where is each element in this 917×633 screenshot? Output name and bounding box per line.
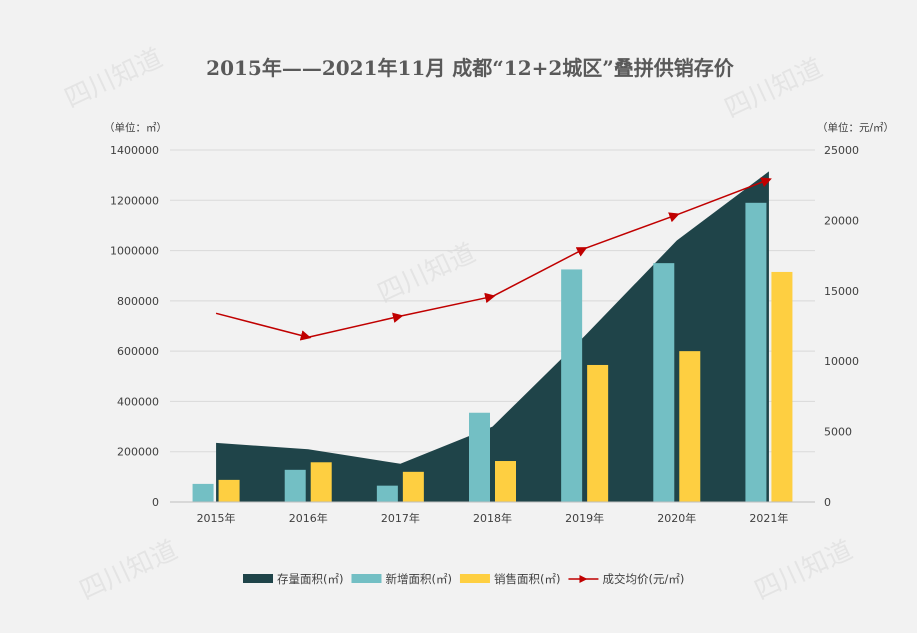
x-tick-label: 2019年 xyxy=(565,511,604,525)
right-tick-label: 25000 xyxy=(824,144,859,157)
right-tick-label: 15000 xyxy=(824,285,859,298)
stock-area xyxy=(216,171,769,502)
legend-label: 成交均价(元/㎡) xyxy=(602,572,684,586)
legend-swatch-arrow xyxy=(579,575,588,583)
price-line-segment xyxy=(676,177,772,216)
axes: 0200000400000600000800000100000012000001… xyxy=(110,144,859,525)
left-tick-label: 1000000 xyxy=(110,245,159,258)
price-line-segment xyxy=(584,212,680,250)
new-area-bar xyxy=(192,483,214,502)
price-line-segment xyxy=(215,312,312,341)
left-tick-label: 200000 xyxy=(117,446,159,459)
right-tick-label: 5000 xyxy=(824,426,852,439)
watermark-text: 四川知道 xyxy=(750,535,857,606)
chart-title: 2015年——2021年11月 成都“12+2城区”叠拼供销存价 xyxy=(206,56,735,80)
left-tick-label: 600000 xyxy=(117,345,159,358)
new-area-bar xyxy=(469,412,490,502)
left-tick-label: 1200000 xyxy=(110,194,159,207)
legend: 存量面积(㎡) 新增面积(㎡) 销售面积(㎡) 成交均价(元/㎡) xyxy=(243,572,684,586)
left-tick-label: 0 xyxy=(152,496,159,509)
price-line-segment xyxy=(308,312,404,338)
x-tick-label: 2018年 xyxy=(473,511,512,525)
watermark-text: 四川知道 xyxy=(75,535,182,606)
sales-area-bar xyxy=(771,271,793,502)
watermark-text: 四川知道 xyxy=(720,53,827,124)
sales-area-bar xyxy=(587,364,609,502)
legend-label: 存量面积(㎡) xyxy=(277,572,343,586)
stock-area-series xyxy=(216,171,769,502)
new-area-bar xyxy=(561,269,583,502)
watermark-text: 四川知道 xyxy=(373,238,480,309)
price-line-series xyxy=(215,177,772,341)
price-line-segment xyxy=(492,247,588,298)
bar-series xyxy=(192,202,793,503)
watermark-text: 四川知道 xyxy=(60,43,167,114)
sales-area-bar xyxy=(310,462,332,502)
sales-area-bar xyxy=(402,471,424,502)
x-tick-label: 2017年 xyxy=(381,511,420,525)
x-tick-label: 2015年 xyxy=(197,511,236,525)
legend-swatch xyxy=(351,574,382,583)
left-tick-label: 800000 xyxy=(117,295,159,308)
new-area-bar xyxy=(653,263,675,502)
legend-label: 新增面积(㎡) xyxy=(385,572,451,586)
right-tick-label: 10000 xyxy=(824,355,859,368)
sales-area-bar xyxy=(218,479,240,502)
legend-swatch xyxy=(243,574,273,583)
legend-label: 销售面积(㎡) xyxy=(494,572,560,586)
sales-area-bar xyxy=(679,351,701,502)
sales-area-bar xyxy=(495,461,516,502)
right-tick-label: 20000 xyxy=(824,214,859,227)
new-area-bar xyxy=(376,485,398,502)
legend-swatch xyxy=(459,574,490,583)
price-line-segment xyxy=(400,292,496,317)
left-axis-unit: （单位：㎡） xyxy=(104,121,167,134)
right-axis-unit: （单位：元/㎡） xyxy=(817,121,894,134)
x-tick-label: 2021年 xyxy=(749,511,788,525)
new-area-bar xyxy=(284,469,306,502)
right-tick-label: 0 xyxy=(824,496,831,509)
x-tick-label: 2020年 xyxy=(657,511,696,525)
new-area-bar xyxy=(745,202,767,503)
x-tick-label: 2016年 xyxy=(289,511,328,525)
left-tick-label: 1400000 xyxy=(110,144,159,157)
left-tick-label: 400000 xyxy=(117,395,159,408)
